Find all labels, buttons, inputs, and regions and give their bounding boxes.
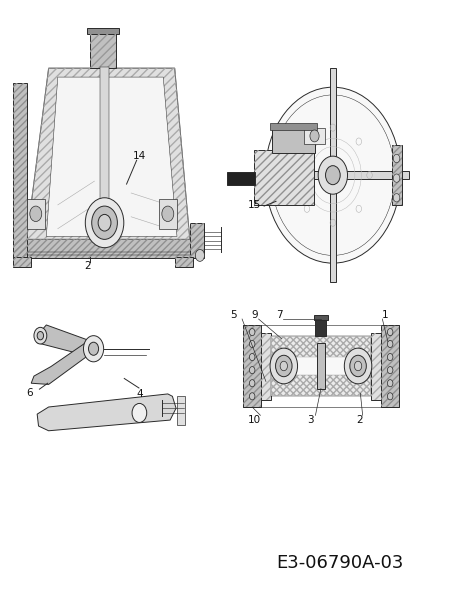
Circle shape bbox=[249, 367, 254, 374]
Bar bbox=[253, 150, 313, 205]
Bar bbox=[243, 325, 260, 407]
Bar bbox=[269, 123, 317, 130]
Bar bbox=[260, 332, 270, 400]
Text: 15: 15 bbox=[247, 200, 260, 211]
Circle shape bbox=[387, 380, 392, 387]
Circle shape bbox=[387, 340, 392, 347]
Circle shape bbox=[264, 87, 400, 263]
Bar bbox=[243, 325, 260, 407]
Circle shape bbox=[393, 174, 399, 182]
Bar bbox=[260, 332, 270, 400]
Bar bbox=[370, 332, 380, 400]
Bar bbox=[257, 172, 407, 179]
Bar bbox=[26, 199, 45, 229]
Polygon shape bbox=[37, 394, 175, 431]
Bar bbox=[315, 319, 326, 335]
Circle shape bbox=[387, 353, 392, 361]
Circle shape bbox=[83, 335, 103, 362]
Bar bbox=[227, 172, 254, 185]
Circle shape bbox=[249, 340, 254, 347]
Text: 14: 14 bbox=[132, 151, 146, 161]
Circle shape bbox=[249, 393, 254, 400]
Circle shape bbox=[34, 328, 47, 344]
Circle shape bbox=[30, 206, 42, 221]
Circle shape bbox=[309, 130, 319, 142]
Circle shape bbox=[275, 355, 291, 377]
Bar bbox=[370, 332, 380, 400]
Bar bbox=[174, 257, 193, 268]
Circle shape bbox=[318, 156, 347, 194]
Circle shape bbox=[195, 250, 204, 262]
Bar bbox=[189, 223, 203, 259]
Polygon shape bbox=[26, 68, 189, 239]
Text: 2: 2 bbox=[356, 415, 362, 425]
Bar bbox=[13, 239, 203, 259]
Circle shape bbox=[393, 154, 399, 163]
Text: E3-06790A-03: E3-06790A-03 bbox=[275, 554, 402, 572]
Circle shape bbox=[132, 403, 146, 422]
Bar bbox=[272, 129, 314, 152]
Bar bbox=[270, 335, 370, 396]
Bar bbox=[100, 67, 109, 239]
Bar bbox=[391, 145, 401, 205]
Bar bbox=[90, 34, 116, 68]
Text: 6: 6 bbox=[26, 388, 32, 398]
Bar bbox=[380, 325, 399, 407]
Text: 1: 1 bbox=[382, 310, 388, 320]
Circle shape bbox=[344, 348, 371, 384]
Text: 2: 2 bbox=[85, 260, 91, 271]
Bar bbox=[13, 239, 203, 259]
Circle shape bbox=[37, 332, 44, 340]
Text: 4: 4 bbox=[136, 389, 143, 399]
Polygon shape bbox=[31, 340, 98, 385]
Circle shape bbox=[393, 194, 399, 202]
Text: 7: 7 bbox=[276, 310, 282, 320]
Bar bbox=[313, 316, 327, 320]
Bar bbox=[13, 257, 31, 268]
Bar bbox=[329, 68, 335, 282]
Bar bbox=[270, 335, 370, 396]
Text: 3: 3 bbox=[307, 415, 313, 425]
Circle shape bbox=[387, 329, 392, 335]
Circle shape bbox=[269, 348, 297, 384]
Bar bbox=[87, 28, 119, 34]
Circle shape bbox=[325, 166, 339, 185]
Bar bbox=[13, 83, 26, 259]
Circle shape bbox=[387, 367, 392, 374]
Bar bbox=[316, 343, 325, 389]
Bar bbox=[189, 223, 203, 259]
Circle shape bbox=[85, 198, 124, 248]
Bar bbox=[158, 199, 176, 229]
Text: 5: 5 bbox=[230, 310, 236, 320]
Bar bbox=[391, 145, 401, 205]
Circle shape bbox=[92, 206, 117, 239]
Circle shape bbox=[280, 361, 287, 371]
Bar bbox=[13, 83, 26, 259]
Circle shape bbox=[354, 361, 361, 371]
Bar bbox=[90, 34, 116, 68]
Circle shape bbox=[162, 206, 174, 221]
Bar bbox=[380, 325, 399, 407]
Bar bbox=[13, 257, 31, 268]
Text: 10: 10 bbox=[247, 415, 260, 425]
Circle shape bbox=[249, 329, 254, 335]
Circle shape bbox=[349, 355, 365, 377]
Circle shape bbox=[387, 393, 392, 400]
Text: 9: 9 bbox=[251, 310, 258, 320]
Circle shape bbox=[88, 342, 98, 355]
Bar bbox=[174, 257, 193, 268]
Circle shape bbox=[98, 214, 111, 231]
Bar bbox=[253, 150, 313, 205]
Bar bbox=[176, 396, 185, 425]
Polygon shape bbox=[37, 325, 98, 356]
Circle shape bbox=[249, 380, 254, 387]
Bar bbox=[304, 128, 325, 144]
Circle shape bbox=[249, 353, 254, 361]
Bar bbox=[270, 357, 370, 375]
Polygon shape bbox=[46, 77, 176, 236]
